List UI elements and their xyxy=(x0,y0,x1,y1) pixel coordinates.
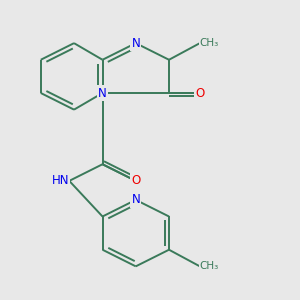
Text: O: O xyxy=(195,86,205,100)
Text: CH₃: CH₃ xyxy=(200,261,219,272)
Text: CH₃: CH₃ xyxy=(200,38,219,48)
Text: N: N xyxy=(131,194,140,206)
Text: N: N xyxy=(131,37,140,50)
Text: O: O xyxy=(131,174,140,188)
Text: N: N xyxy=(98,86,107,100)
Text: HN: HN xyxy=(52,174,69,188)
